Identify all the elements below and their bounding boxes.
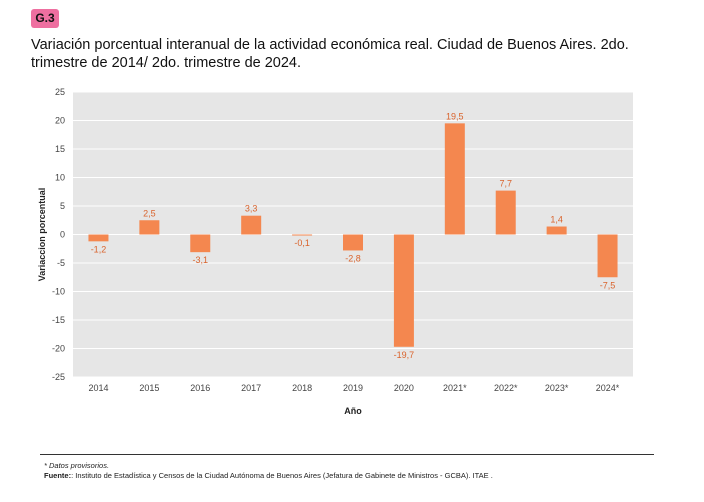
y-tick-label: -25 [52, 372, 65, 382]
bar-2015 [139, 220, 160, 235]
value-label: -2,8 [345, 253, 361, 263]
value-label: 19,5 [446, 111, 464, 121]
value-label: -19,7 [394, 350, 415, 360]
y-tick-label: 25 [55, 87, 65, 97]
bar-2018 [292, 234, 313, 236]
y-tick-label: -20 [52, 344, 65, 354]
y-axis-title: Variaccion porcentual [37, 188, 47, 282]
bar-2014 [88, 234, 109, 242]
source-line: Fuente:: Instituto de Estadística y Cens… [44, 471, 493, 480]
value-label: 7,7 [499, 179, 512, 189]
y-tick-label: -15 [52, 315, 65, 325]
y-tick-label: 20 [55, 116, 65, 126]
bar-2020 [393, 234, 414, 347]
x-tick-label: 2024* [596, 383, 620, 393]
x-tick-label: 2021* [443, 383, 467, 393]
chart-badge: G.3 [31, 9, 59, 28]
bar-2019 [343, 234, 363, 251]
footnote: * Datos provisorios. [44, 461, 110, 470]
y-tick-label: 5 [60, 201, 65, 211]
y-tick-label: 10 [55, 173, 65, 183]
x-tick-labels: 2014 2015 2016 2017 2018 2019 2020 2021* 2022* 20… [88, 383, 619, 393]
value-label: -1,2 [91, 244, 107, 254]
bar-2023 [546, 226, 567, 235]
x-tick-label: 2020 [394, 383, 414, 393]
x-tick-label: 2014 [88, 383, 108, 393]
bar-2024 [597, 234, 618, 278]
value-labels: -1,2 2,5 -3,1 3,3 -0,1 -2,8 -19,7 19,5 7,7 1,4 -7,… [91, 111, 616, 359]
x-tick-label: 2015 [139, 383, 159, 393]
x-tick-label: 2023* [545, 383, 569, 393]
bar-2016 [190, 234, 211, 253]
bar-2017 [241, 215, 262, 235]
x-tick-label: 2017 [241, 383, 261, 393]
source-text: : Instituto de Estadística y Censos de l… [71, 471, 493, 480]
value-label: -0,1 [294, 238, 310, 248]
value-label: 3,3 [245, 204, 258, 214]
footer-divider [40, 454, 654, 455]
value-label: -3,1 [193, 255, 209, 265]
bars [88, 123, 618, 347]
bar-2022 [495, 190, 516, 235]
source-label: Fuente: [44, 471, 72, 480]
y-tick-label: -5 [57, 258, 65, 268]
chart-title: Variación porcentual interanual de la ac… [31, 37, 629, 71]
x-axis-title: Año [344, 406, 362, 416]
y-tick-labels: 25 20 15 10 5 0 -5 -10 -15 -20 -25 [52, 87, 65, 382]
value-label: 2,5 [143, 208, 156, 218]
bar-2021 [444, 123, 465, 235]
x-tick-label: 2016 [190, 383, 210, 393]
x-tick-label: 2019 [343, 383, 363, 393]
y-tick-label: 15 [55, 144, 65, 154]
x-tick-label: 2018 [292, 383, 312, 393]
value-label: -7,5 [600, 280, 616, 290]
y-tick-label: -10 [52, 287, 65, 297]
gridlines [73, 91, 633, 378]
x-tick-label: 2022* [494, 383, 518, 393]
y-tick-label: 0 [60, 230, 65, 240]
value-label: 1,4 [550, 215, 563, 225]
